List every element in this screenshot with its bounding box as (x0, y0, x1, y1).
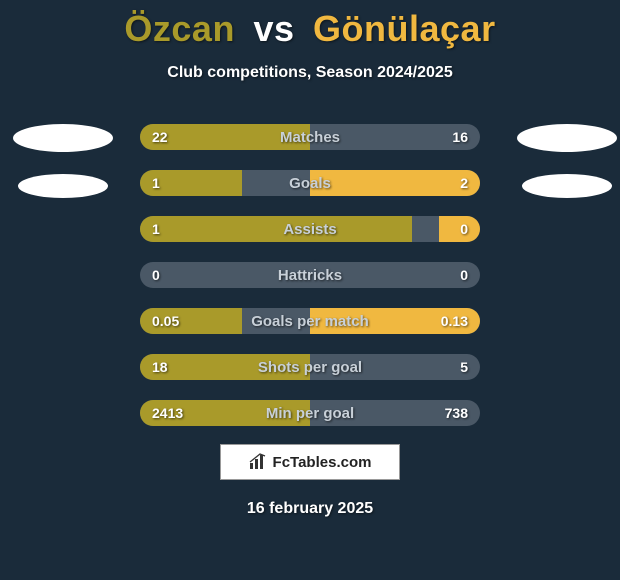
stat-value-right: 0.13 (441, 308, 468, 334)
stat-value-left: 0 (152, 262, 160, 288)
branding-badge: FcTables.com (220, 444, 400, 480)
stats-bars: 2216Matches12Goals10Assists00Hattricks0.… (140, 124, 480, 446)
stat-value-left: 1 (152, 170, 160, 196)
bar-right-fill (310, 170, 480, 196)
stat-value-right: 738 (445, 400, 468, 426)
avatar-shape (522, 174, 612, 198)
vs-text: vs (253, 8, 294, 49)
stat-value-left: 22 (152, 124, 168, 150)
bar-track (140, 262, 480, 288)
stat-value-right: 0 (460, 262, 468, 288)
stat-value-right: 5 (460, 354, 468, 380)
stat-row: 185Shots per goal (140, 354, 480, 380)
stat-value-right: 2 (460, 170, 468, 196)
avatar-shape (517, 124, 617, 152)
bar-left-fill (140, 216, 412, 242)
stat-value-right: 0 (460, 216, 468, 242)
subtitle: Club competitions, Season 2024/2025 (0, 64, 620, 82)
stat-value-left: 1 (152, 216, 160, 242)
avatar-shape (18, 174, 108, 198)
chart-icon (249, 453, 267, 471)
footer-date: 16 february 2025 (0, 500, 620, 518)
branding-text: FcTables.com (273, 454, 372, 471)
player1-name: Özcan (124, 8, 235, 49)
stat-row: 12Goals (140, 170, 480, 196)
stat-value-left: 2413 (152, 400, 183, 426)
stat-row: 10Assists (140, 216, 480, 242)
stat-row: 00Hattricks (140, 262, 480, 288)
stat-row: 2216Matches (140, 124, 480, 150)
stat-row: 0.050.13Goals per match (140, 308, 480, 334)
stat-value-right: 16 (452, 124, 468, 150)
stat-value-left: 0.05 (152, 308, 179, 334)
player2-name: Gönülaçar (313, 8, 496, 49)
stat-row: 2413738Min per goal (140, 400, 480, 426)
stat-value-left: 18 (152, 354, 168, 380)
avatar-shape (13, 124, 113, 152)
player2-avatar (512, 118, 612, 218)
player1-avatar (8, 118, 108, 218)
comparison-title: Özcan vs Gönülaçar (0, 0, 620, 50)
